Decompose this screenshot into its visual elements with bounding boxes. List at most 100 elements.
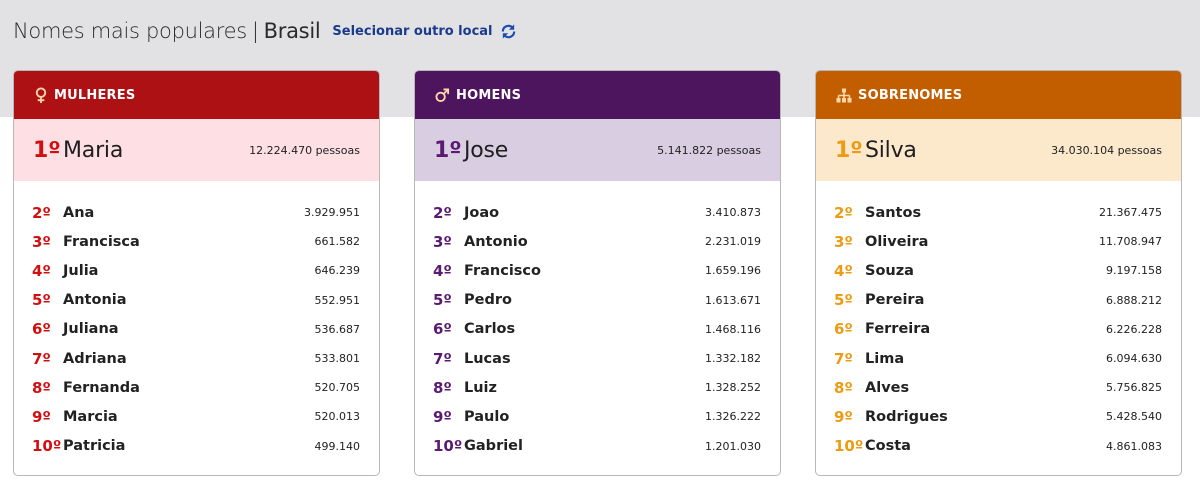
name: Santos <box>865 204 922 221</box>
name: Jose <box>464 137 509 163</box>
women-names-card: MULHERES 1º Maria 12.224.470 pessoas 2º A… <box>13 70 380 476</box>
name: Joao <box>464 204 500 221</box>
list-item: 8º Luiz 1.328.252 <box>415 373 780 402</box>
name: Luiz <box>464 379 497 396</box>
name: Fernanda <box>63 379 140 396</box>
count: 9.197.158 <box>1106 264 1162 278</box>
list-item: 2º Joao 3.410.873 <box>415 198 780 227</box>
name: Costa <box>865 438 911 455</box>
list-item: 4º Souza 9.197.158 <box>816 256 1181 285</box>
list-item: 10º Patricia 499.140 <box>14 432 379 461</box>
list-item: 5º Pereira 6.888.212 <box>816 286 1181 315</box>
name: Patricia <box>63 438 126 455</box>
list-item: 7º Lima 6.094.630 <box>816 344 1181 373</box>
list-item: 4º Julia 646.239 <box>14 256 379 285</box>
card-title: SOBRENOMES <box>858 87 963 103</box>
rank: 4º <box>834 261 853 280</box>
count: 6.226.228 <box>1106 322 1162 336</box>
page-title: Nomes mais populares | Brasil <box>13 19 321 43</box>
rank: 2º <box>834 203 853 222</box>
name: Silva <box>865 137 917 163</box>
list-item: 9º Marcia 520.013 <box>14 402 379 431</box>
rank: 9º <box>433 407 452 426</box>
count: 5.141.822 pessoas <box>657 143 761 157</box>
rank: 3º <box>433 232 452 251</box>
title-separator: | <box>251 19 259 43</box>
list-item: 7º Adriana 533.801 <box>14 344 379 373</box>
count: 1.201.030 <box>705 439 761 453</box>
count: 1.326.222 <box>705 410 761 424</box>
rank: 3º <box>834 232 853 251</box>
list-item: 6º Carlos 1.468.116 <box>415 315 780 344</box>
list-item: 3º Oliveira 11.708.947 <box>816 227 1181 256</box>
name: Paulo <box>464 408 510 425</box>
list-item: 10º Gabriel 1.201.030 <box>415 432 780 461</box>
rank: 10º <box>433 437 463 456</box>
name: Rodrigues <box>865 408 948 425</box>
count: 1.332.182 <box>705 352 761 366</box>
rank: 9º <box>32 407 51 426</box>
rank: 7º <box>32 349 51 368</box>
count: 3.410.873 <box>705 206 761 220</box>
name: Antonio <box>464 233 528 250</box>
rank: 4º <box>32 261 51 280</box>
rank: 3º <box>32 232 51 251</box>
rank: 1º <box>434 137 462 163</box>
top-ranked-row: 1º Silva 34.030.104 pessoas <box>816 119 1181 181</box>
name: Gabriel <box>464 438 523 455</box>
card-title: MULHERES <box>54 87 136 103</box>
list-item: 10º Costa 4.861.083 <box>816 432 1181 461</box>
count: 12.224.470 pessoas <box>249 143 360 157</box>
rank: 5º <box>433 291 452 310</box>
rank: 1º <box>33 137 61 163</box>
count: 6.888.212 <box>1106 293 1162 307</box>
rank: 7º <box>834 349 853 368</box>
change-location-link[interactable]: Selecionar outro local <box>332 23 516 40</box>
name: Antonia <box>63 292 127 309</box>
count: 34.030.104 pessoas <box>1051 143 1162 157</box>
list-item: 9º Rodrigues 5.428.540 <box>816 402 1181 431</box>
name: Lucas <box>464 350 511 367</box>
page-header: Nomes mais populares | Brasil Selecionar o… <box>13 16 517 46</box>
count: 2.231.019 <box>705 235 761 249</box>
count: 499.140 <box>314 439 361 453</box>
name: Oliveira <box>865 233 929 250</box>
top-ranked-row: 1º Maria 12.224.470 pessoas <box>14 119 379 181</box>
name: Francisco <box>464 262 541 279</box>
rank: 5º <box>834 291 853 310</box>
rank: 10º <box>32 437 62 456</box>
rank: 10º <box>834 437 864 456</box>
top-ranked-row: 1º Jose 5.141.822 pessoas <box>415 119 780 181</box>
count: 4.861.083 <box>1106 439 1162 453</box>
female-icon <box>35 86 47 103</box>
rank: 7º <box>433 349 452 368</box>
count: 661.582 <box>314 235 361 249</box>
location-name: Brasil <box>263 19 321 43</box>
family-tree-icon <box>836 88 852 102</box>
count: 1.328.252 <box>705 381 761 395</box>
count: 5.756.825 <box>1106 381 1162 395</box>
list-item: 3º Francisca 661.582 <box>14 227 379 256</box>
list-item: 9º Paulo 1.326.222 <box>415 402 780 431</box>
count: 11.708.947 <box>1099 235 1162 249</box>
count: 520.705 <box>314 381 361 395</box>
count: 21.367.475 <box>1099 206 1162 220</box>
list-item: 6º Juliana 536.687 <box>14 315 379 344</box>
rank: 8º <box>433 378 452 397</box>
ranking-list: 2º Joao 3.410.873 3º Antonio 2.231.019 4º Fra… <box>415 181 780 461</box>
list-item: 2º Santos 21.367.475 <box>816 198 1181 227</box>
name: Pedro <box>464 292 512 309</box>
change-location-label: Selecionar outro local <box>332 23 493 39</box>
card-header: SOBRENOMES <box>816 71 1181 119</box>
count: 6.094.630 <box>1106 352 1162 366</box>
name: Ferreira <box>865 321 931 338</box>
name: Souza <box>865 262 914 279</box>
card-header: MULHERES <box>14 71 379 119</box>
name: Maria <box>63 137 124 163</box>
men-names-card: HOMENS 1º Jose 5.141.822 pessoas 2º Joao 3… <box>414 70 781 476</box>
count: 646.239 <box>314 264 361 278</box>
name: Lima <box>865 350 905 367</box>
rank: 8º <box>32 378 51 397</box>
rank: 8º <box>834 378 853 397</box>
count: 5.428.540 <box>1106 410 1162 424</box>
